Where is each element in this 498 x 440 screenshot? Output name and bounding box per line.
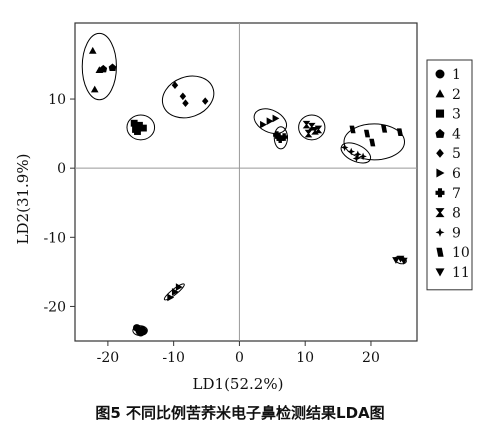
data-point <box>304 129 313 138</box>
legend-marker <box>435 227 445 237</box>
data-point <box>381 124 388 133</box>
plot-frame <box>74 22 418 342</box>
series-group-11 <box>392 255 408 265</box>
legend-label: 1 <box>452 67 461 83</box>
data-point <box>171 288 179 296</box>
data-point <box>167 293 175 302</box>
legend-label: 10 <box>452 245 470 261</box>
y-tick-label: 10 <box>48 92 66 108</box>
data-point <box>260 120 267 129</box>
legend-label: 9 <box>452 225 461 241</box>
data-point <box>272 114 280 123</box>
legend-label: 5 <box>452 146 461 162</box>
figure-caption: 图5 不同比例苦荞米电子鼻检测结果LDA图 <box>95 404 384 422</box>
data-point <box>139 124 147 132</box>
data-point <box>171 81 179 90</box>
legend-marker <box>435 208 445 218</box>
data-point <box>132 126 139 133</box>
data-point <box>99 64 108 73</box>
x-tick-label: 0 <box>235 350 244 366</box>
data-point <box>182 99 189 107</box>
data-point <box>266 117 274 125</box>
legend-label: 3 <box>452 107 461 123</box>
legend-marker <box>435 268 445 277</box>
data-point <box>352 154 361 163</box>
data-point <box>392 257 400 264</box>
series-group-8 <box>298 114 326 141</box>
data-point <box>175 283 183 291</box>
confidence-ellipse <box>126 114 156 141</box>
legend-marker <box>435 109 445 118</box>
legend-marker <box>435 188 445 198</box>
series-group-unlabeled <box>163 283 185 302</box>
data-point <box>136 121 143 129</box>
x-axis-label: LD1(52.2%) <box>193 375 284 393</box>
confidence-ellipse <box>298 114 326 141</box>
data-point <box>359 152 367 161</box>
confidence-ellipse <box>340 142 372 164</box>
legend-box <box>426 59 473 291</box>
legend-marker <box>436 247 444 257</box>
legend-marker <box>436 168 445 178</box>
series-group-9 <box>340 142 372 164</box>
series-group-7 <box>273 126 288 150</box>
data-point <box>302 120 311 129</box>
plot-area: -20 -10 0 10 20 -20 -10 0 10 <box>43 22 418 366</box>
legend-marker <box>436 148 444 158</box>
data-point <box>273 131 281 139</box>
y-tick-label: -20 <box>43 299 66 315</box>
series-group-5 <box>161 75 215 119</box>
series-group-10 <box>343 123 406 161</box>
x-tick-label: -10 <box>162 350 185 366</box>
confidence-ellipse <box>161 75 215 119</box>
data-point <box>396 255 405 263</box>
legend-marker <box>435 128 445 138</box>
legend-marker <box>435 89 445 98</box>
series-group-1 <box>132 324 148 337</box>
data-point <box>88 46 97 54</box>
legend-label: 6 <box>452 166 461 182</box>
series-group-2 <box>81 32 117 101</box>
series-group-6 <box>253 108 288 135</box>
legend-marker <box>435 69 445 79</box>
legend-label: 8 <box>452 206 461 222</box>
data-point <box>347 147 356 156</box>
legend: 1 2 3 4 5 6 7 8 9 10 11 <box>426 59 473 291</box>
data-point <box>130 119 138 127</box>
series-group-4 <box>99 63 117 73</box>
legend-label: 11 <box>452 265 470 281</box>
x-tick-label: 20 <box>362 350 380 366</box>
data-point <box>354 150 362 159</box>
confidence-ellipse <box>343 123 406 161</box>
data-point <box>340 143 349 152</box>
x-tick-label: -20 <box>97 350 120 366</box>
x-tick-label: 10 <box>296 350 314 366</box>
confidence-ellipse <box>81 32 117 101</box>
y-tick-label: -10 <box>43 230 66 246</box>
data-point <box>280 133 288 141</box>
data-point <box>276 135 284 143</box>
data-point <box>179 92 187 101</box>
data-point <box>363 129 371 138</box>
data-point <box>108 63 117 72</box>
y-tick-label: 0 <box>57 161 66 177</box>
data-point <box>400 257 408 265</box>
y-axis-label: LD2(31.9%) <box>14 154 32 245</box>
data-point <box>396 128 403 137</box>
series-group-3 <box>126 114 156 141</box>
data-point <box>349 125 356 134</box>
data-point <box>369 138 376 147</box>
legend-label: 2 <box>452 87 461 103</box>
data-point <box>201 97 209 105</box>
data-point <box>314 125 323 134</box>
legend-label: 7 <box>452 186 461 202</box>
legend-label: 4 <box>452 126 461 142</box>
data-point <box>139 327 148 336</box>
data-point <box>90 85 99 93</box>
confidence-ellipse <box>253 108 288 135</box>
